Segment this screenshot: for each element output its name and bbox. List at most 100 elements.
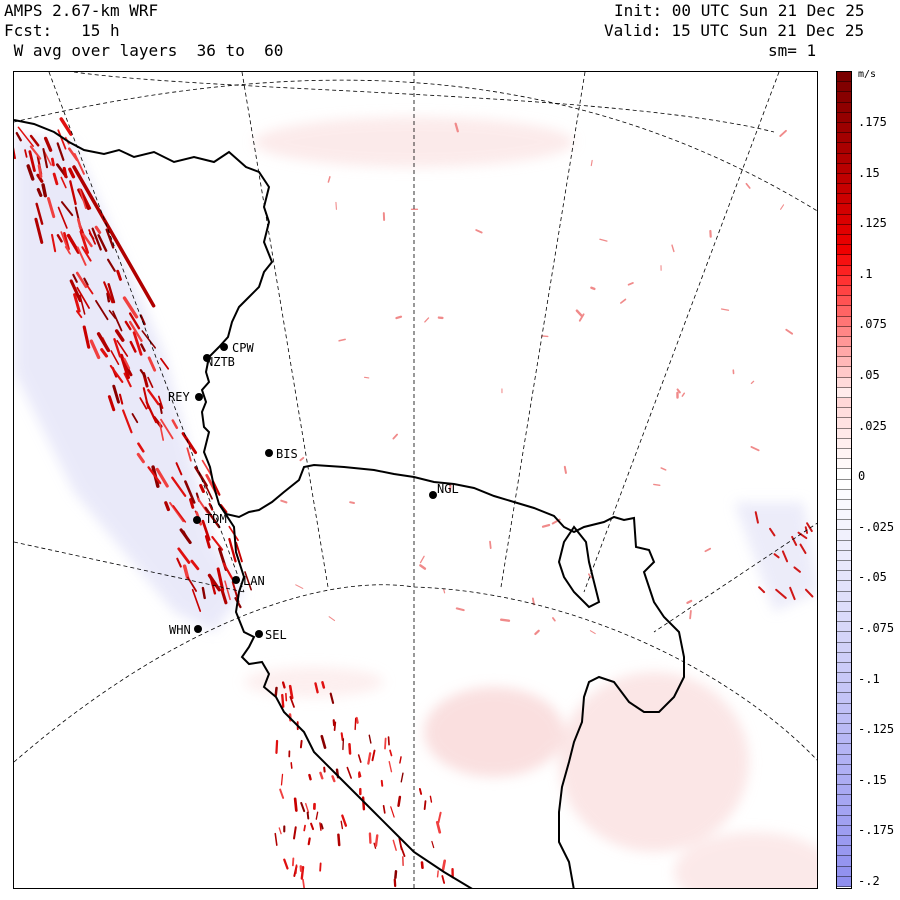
updraft-streak [780,204,785,210]
colorbar-tick-label: 0 [858,469,866,484]
colorbar-band [837,561,851,572]
colorbar-band [837,102,851,113]
colorbar-band [837,510,851,521]
updraft-streak [578,313,585,322]
updraft-streak [340,820,344,830]
updraft-streak [145,401,158,424]
updraft-streak [280,773,284,786]
colorbar-band [837,785,851,796]
updraft-streak [274,832,278,846]
colorbar-band [837,876,851,887]
svg-text:TDM: TDM [205,512,227,526]
updraft-streak [160,418,174,440]
coastline [14,119,685,888]
updraft-streak [184,480,196,504]
station-tdm[interactable]: TDM [193,512,227,526]
colorbar-band [837,82,851,93]
svg-text:REY: REY [168,390,190,404]
updraft-streak [399,756,402,764]
updraft-streak [475,229,483,234]
station-whn[interactable]: WHN [169,623,202,637]
updraft-streak [306,811,310,820]
updraft-streak [363,376,370,379]
station-rey[interactable]: REY [168,390,203,404]
colorbar-tick-label: -.025 [858,519,895,534]
updraft-streak [775,588,787,599]
updraft-streak [303,824,306,832]
updraft-streak [52,172,59,186]
updraft-streak [424,317,430,323]
updraft-streak [750,446,760,452]
updraft-streak [394,870,398,879]
updraft-streak [590,159,593,167]
updraft-streak [389,749,393,757]
colorbar-band [837,469,851,480]
updraft-streak [186,447,192,462]
station-cpw[interactable]: CPW [220,341,254,355]
updraft-streak [295,584,304,589]
updraft-streak [448,483,452,492]
colorbar-band [837,652,851,663]
updraft-streak [400,845,406,857]
updraft-streak [419,564,427,570]
updraft-streak [552,617,556,622]
updraft-streak [671,244,675,253]
updraft-streak [211,535,224,551]
updraft-streak [333,721,337,732]
updraft-streak [660,467,667,471]
colorbar-band [837,204,851,215]
updraft-streak [354,717,357,731]
colorbar-band [837,866,851,877]
station-ngl[interactable]: NGL [429,482,459,499]
station-bis[interactable]: BIS [265,447,298,461]
updraft-streak [69,180,77,206]
colorbar-band [837,285,851,297]
updraft-streak [137,442,145,453]
updraft-streak [75,271,88,289]
updraft-streak [331,775,336,783]
updraft-streak [177,547,191,564]
updraft-streak [441,875,446,884]
valid-time: Valid: 15 UTC Sun 21 Dec 25 [604,21,865,40]
updraft-streak [132,331,143,356]
updraft-streak [689,610,692,620]
updraft-streak [147,376,154,389]
updraft-streak [176,557,182,568]
updraft-streak [294,864,298,875]
colorbar-band [837,734,851,745]
colorbar-band [837,428,851,439]
updraft-streak [299,739,303,749]
updraft-streak [278,827,282,835]
updraft-streak [299,456,305,462]
updraft-streak [155,467,169,488]
updraft-streak [187,576,198,592]
updraft-streak [395,315,403,320]
updraft-streak [182,530,190,542]
updraft-streak [139,314,146,326]
updraft-streak [224,580,231,601]
station-sel[interactable]: SEL [255,628,287,642]
init-time: Init: 00 UTC Sun 21 Dec 25 [614,1,865,20]
updraft-streak [24,149,28,158]
updraft-streak [575,309,584,318]
smoothing-label: sm= 1 [768,41,817,60]
colorbar-band [837,398,851,409]
updraft-streak [791,535,798,546]
updraft-streak [57,129,67,150]
updraft-streak [60,201,74,217]
station-lan[interactable]: LAN [232,574,265,588]
colorbar-tick-label: -.05 [858,570,887,585]
updraft-streak [745,182,751,189]
updraft-streak [357,754,362,763]
colorbar-band [837,846,851,857]
updraft-streak [348,742,352,755]
updraft-streak [750,380,755,385]
station-nztb[interactable]: NZTB [203,354,235,369]
updraft-streak [112,310,123,332]
colorbar-band [837,805,851,816]
colorbar-band [837,479,851,490]
updraft-streak [201,586,206,600]
updraft-streak [342,738,345,751]
updraft-streak [97,234,108,252]
updraft-streak [56,234,63,243]
